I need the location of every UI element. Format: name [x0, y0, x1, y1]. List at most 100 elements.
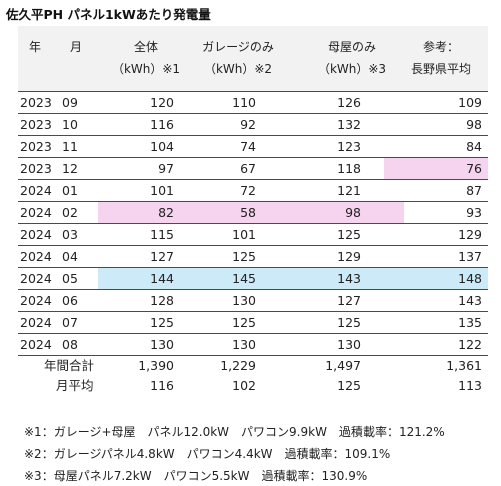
table-row: 2024 05 144 145 143 148	[18, 268, 488, 290]
cell-year: 2023	[20, 117, 52, 132]
cell-main-house: 125	[337, 315, 361, 330]
cell-total: 128	[150, 293, 174, 308]
cell-year: 2024	[20, 271, 52, 286]
annual-total-label: 年間合計	[44, 358, 95, 373]
cell-nagano: 98	[466, 117, 482, 132]
footnote-3: ※3：母屋パネル7.2kW パワコン5.5kW 過積載率：130.9%	[24, 469, 368, 483]
header-nagano-average: 参考： 長野県平均	[410, 40, 471, 76]
cell-nagano: 148	[458, 271, 482, 286]
cell-total: 101	[150, 183, 174, 198]
cell-garage: 130	[232, 337, 256, 352]
table-row: 2024 04 127 125 129 137	[18, 246, 488, 268]
header-main-house: 母屋のみ （kWh）※3	[317, 40, 387, 76]
cell-month: 05	[62, 271, 78, 286]
table-row: 2024 01 101 72 121 87	[18, 180, 488, 202]
cell-total: 144	[150, 271, 174, 286]
cell-main-house: 118	[337, 161, 361, 176]
cell-garage: 72	[240, 183, 256, 198]
cell-main-house: 132	[337, 117, 361, 132]
cell-main-house: 121	[337, 183, 361, 198]
cell-year: 2023	[20, 161, 52, 176]
cell-garage: 125	[232, 315, 256, 330]
cell-nagano: 84	[466, 139, 482, 154]
summary-row-monthly: 月平均 116 102 125 113	[18, 376, 488, 396]
cell-total: 120	[150, 95, 174, 110]
table-row: 2024 03 115 101 125 129	[18, 224, 488, 246]
cell-nagano-highlight: 76	[384, 158, 488, 179]
cell-year: 2024	[20, 337, 52, 352]
cell-main-house: 130	[337, 337, 361, 352]
footnote-2: ※2：ガレージパネル4.8kW パワコン4.4kW 過積載率：109.1%	[24, 447, 391, 461]
cell-garage: 67	[240, 161, 256, 176]
cell-main-house: 127	[337, 293, 361, 308]
cell-garage: 110	[232, 95, 256, 110]
cell-month: 09	[62, 95, 78, 110]
monthly-total: 116	[150, 378, 174, 393]
cell-year: 2024	[20, 249, 52, 264]
table-row: 2023 10 116 92 132 98	[18, 114, 488, 136]
cell-total: 127	[150, 249, 174, 264]
cell-garage: 145	[232, 271, 256, 286]
monthly-average-label: 月平均	[56, 378, 94, 393]
annual-total: 1,390	[138, 358, 174, 373]
cell-main-house: 98	[345, 205, 361, 220]
table-row: 2023 11 104 74 123 84	[18, 136, 488, 158]
cell-nagano: 122	[458, 337, 482, 352]
monthly-nagano: 113	[458, 378, 482, 393]
cell-main-house: 143	[337, 271, 361, 286]
cell-month: 11	[62, 139, 78, 154]
cell-month: 08	[62, 337, 78, 352]
cell-month: 04	[62, 249, 78, 264]
cell-month: 06	[62, 293, 78, 308]
table-row: 2024 02 82 58 98 93	[18, 202, 488, 224]
monthly-garage: 102	[232, 378, 256, 393]
cell-nagano: 109	[458, 95, 482, 110]
row-highlight-band	[98, 202, 404, 223]
cell-total: 130	[150, 337, 174, 352]
header-month: 月	[70, 40, 83, 54]
cell-total: 97	[158, 161, 174, 176]
cell-month: 01	[62, 183, 78, 198]
cell-total: 116	[150, 117, 174, 132]
table-row: 2024 08 130 130 130 122	[18, 334, 488, 356]
cell-month: 12	[62, 161, 78, 176]
cell-year: 2023	[20, 95, 52, 110]
cell-total: 104	[150, 139, 174, 154]
cell-main-house: 123	[337, 139, 361, 154]
cell-year: 2024	[20, 315, 52, 330]
cell-year: 2024	[20, 205, 52, 220]
cell-main-house: 125	[337, 227, 361, 242]
cell-main-house: 126	[337, 95, 361, 110]
cell-garage: 58	[240, 205, 256, 220]
cell-garage: 125	[232, 249, 256, 264]
cell-garage: 92	[240, 117, 256, 132]
footnote-1: ※1：ガレージ+母屋 パネル12.0kW パワコン9.9kW 過積載率：121.…	[24, 425, 445, 439]
table-row: 2023 12 97 67 118 76	[18, 158, 488, 180]
cell-month: 03	[62, 227, 78, 242]
header-year: 年	[29, 40, 42, 54]
cell-total: 125	[150, 315, 174, 330]
cell-nagano: 93	[466, 205, 482, 220]
cell-year: 2024	[20, 183, 52, 198]
page-title: 佐久平PH パネル1kWあたり発電量	[6, 7, 211, 22]
cell-garage: 101	[232, 227, 256, 242]
annual-garage: 1,229	[220, 358, 256, 373]
cell-main-house: 129	[337, 249, 361, 264]
cell-month: 07	[62, 315, 78, 330]
table-row: 2023 09 120 110 126 109	[18, 91, 488, 114]
annual-nagano: 1,361	[446, 358, 482, 373]
cell-nagano: 129	[458, 227, 482, 242]
data-table: 2023 09 120 110 126 109 2023 10 116 92 1…	[18, 91, 488, 356]
table-row: 2024 06 128 130 127 143	[18, 290, 488, 312]
annual-main-house: 1,497	[325, 358, 361, 373]
cell-year: 2023	[20, 139, 52, 154]
header-total: 全体 （kWh）※1	[111, 40, 181, 76]
table-row: 2024 07 125 125 125 135	[18, 312, 488, 334]
cell-total: 82	[158, 205, 174, 220]
monthly-main-house: 125	[337, 378, 361, 393]
summary-row-annual: 年間合計 1,390 1,229 1,497 1,361	[18, 356, 488, 376]
table-header: 年 月 全体 （kWh）※1 ガレージのみ （kWh）※2 母屋のみ （kWh）…	[18, 26, 488, 91]
cell-nagano: 87	[466, 183, 482, 198]
cell-total: 115	[150, 227, 174, 242]
cell-nagano: 137	[458, 249, 482, 264]
